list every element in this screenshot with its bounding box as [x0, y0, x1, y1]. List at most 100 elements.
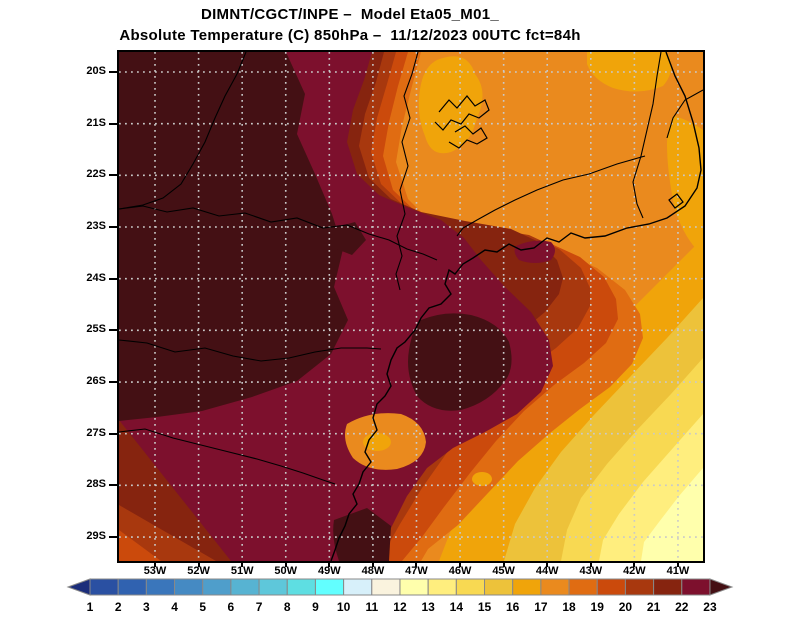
band-23-spot	[333, 222, 366, 255]
amber-spot	[363, 433, 391, 451]
lon-tick	[284, 561, 287, 567]
colorbar-tick: 16	[506, 600, 520, 614]
lon-tick	[633, 561, 636, 567]
lon-label: 45W	[492, 565, 515, 577]
lake-outlines	[434, 95, 684, 209]
colorbar-cell	[455, 578, 486, 596]
colorbar-cell	[540, 578, 570, 596]
colorbar-cell	[145, 578, 176, 596]
lon-label: 51W	[230, 565, 254, 577]
colorbar-cell	[399, 578, 429, 596]
lon-label: 41W	[666, 565, 690, 577]
lat-tick	[109, 226, 117, 228]
colorbar-tick: 15	[477, 600, 492, 614]
lon-label: 44W	[535, 565, 559, 577]
colorbar-cell	[653, 578, 683, 596]
map-frame	[117, 50, 705, 563]
lat-label: 28S	[86, 478, 106, 491]
colorbar-tick: 22	[675, 600, 689, 614]
lon-tick	[371, 561, 374, 567]
colorbar-tick: 17	[534, 600, 548, 614]
colorbar-tick: 9	[312, 600, 319, 614]
lat-label: 25S	[86, 323, 106, 336]
temperature-contour-map	[119, 52, 703, 561]
colorbar-tick: 11	[365, 600, 379, 614]
lon-label: 42W	[623, 565, 646, 577]
band-23-blob	[333, 508, 391, 561]
colorbar-cell	[343, 578, 373, 596]
lat-label: 29S	[86, 530, 106, 543]
lat-tick	[109, 484, 117, 487]
band-23-blob	[408, 313, 512, 411]
lon-label: 49W	[318, 565, 341, 577]
lat-label: 27S	[86, 426, 106, 439]
colorbar-cell	[624, 578, 655, 596]
colorbar-cell	[89, 578, 119, 596]
lon-label: 43W	[579, 565, 603, 577]
lon-label: 50W	[274, 565, 298, 577]
colorbar-tick: 1	[86, 600, 94, 614]
colorbar-tick: 8	[283, 600, 291, 614]
lon-label: 46W	[448, 565, 472, 577]
lon-tick	[328, 561, 331, 567]
lon-tick	[502, 561, 505, 567]
colorbar-tick: 6	[227, 600, 235, 614]
lat-label: 26S	[86, 375, 106, 388]
colorbar-cell	[512, 578, 542, 596]
lon-tick	[241, 561, 244, 567]
colorbar-cell	[117, 578, 147, 596]
lat-tick	[109, 71, 117, 73]
lat-label: 21S	[86, 116, 106, 129]
title-line-2: Absolute Temperature (C) 850hPa – 11/12/…	[119, 27, 581, 44]
band-12	[641, 468, 703, 561]
lat-label: 20S	[86, 65, 106, 77]
colorbar	[66, 578, 734, 596]
amber-patch	[667, 116, 703, 256]
colorbar-tick: 14	[449, 600, 463, 614]
colorbar-cell	[230, 578, 260, 596]
lon-tick	[154, 561, 156, 567]
lat-tick	[109, 277, 117, 280]
lat-label: 24S	[86, 271, 106, 284]
lon-tick	[676, 561, 679, 567]
colorbar-tick: 21	[646, 600, 661, 614]
lon-tick	[197, 561, 200, 567]
colorbar-tick: 7	[255, 600, 263, 614]
amber-patch	[418, 56, 483, 154]
colorbar-tick: 13	[421, 600, 435, 614]
colorbar-tick: 20	[618, 600, 633, 614]
state-borders	[119, 52, 703, 485]
colorbar-cell	[202, 578, 232, 596]
lon-label: 53W	[143, 565, 167, 577]
colorbar-cell	[286, 578, 316, 596]
lat-tick	[109, 174, 117, 177]
lat-tick	[109, 122, 117, 125]
colorbar-cell	[427, 578, 457, 596]
lat-label: 23S	[86, 220, 106, 232]
lat-tick	[109, 536, 117, 539]
colorbar-tick: 10	[336, 600, 351, 614]
lon-label: 48W	[361, 565, 385, 577]
lon-tick	[415, 561, 418, 567]
lon-tick	[589, 561, 592, 567]
colorbar-tick: 2	[114, 600, 122, 614]
lon-label: 47W	[405, 565, 428, 577]
colorbar-cell	[568, 578, 598, 596]
colorbar-cell	[596, 578, 626, 596]
band-23-core	[119, 52, 348, 421]
coastline	[330, 52, 702, 561]
grid-lines	[119, 52, 703, 561]
colorbar-tick: 5	[199, 600, 207, 614]
lat-tick	[109, 432, 117, 435]
lon-tick	[546, 561, 549, 567]
colorbar-cell	[371, 578, 401, 596]
colorbar-tick: 19	[590, 600, 604, 614]
colorbar-tick: 18	[562, 600, 576, 614]
colorbar-cell	[314, 578, 345, 596]
title-line-1: DIMNT/CGCT/INPE – Model Eta05_M01_	[200, 6, 500, 23]
lon-label: 52W	[187, 565, 210, 577]
colorbar-cell	[681, 578, 711, 596]
amber-spot	[472, 472, 492, 486]
lat-label: 22S	[86, 168, 106, 181]
